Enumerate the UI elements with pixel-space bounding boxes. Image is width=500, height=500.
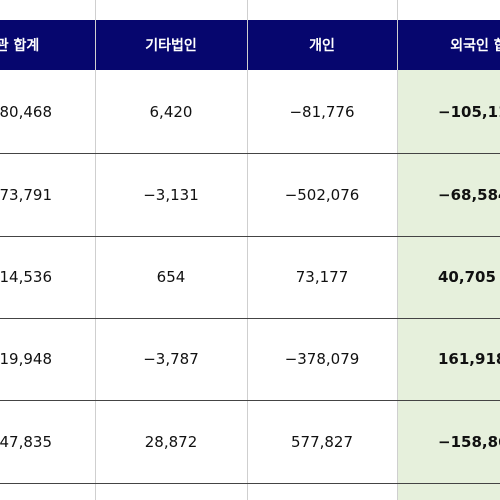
column-line [397, 0, 398, 500]
row-line [0, 318, 500, 319]
table-cell: 577,827 [290, 432, 354, 451]
green-bg [398, 484, 500, 500]
table-cell: −502,076 [284, 185, 360, 204]
table-cell: 73,177 [295, 268, 349, 286]
table-cell: −3,787 [143, 350, 199, 368]
column-line [247, 0, 248, 500]
table-cell: 28,872 [144, 432, 198, 451]
row-line [0, 153, 500, 154]
table-cell: 19,948 [0, 350, 52, 368]
table-cell: 114,536 [0, 268, 52, 286]
table-cell: 80,468 [0, 102, 52, 121]
header-cell: 개인 [247, 20, 397, 70]
table-cell: 40,705 [438, 236, 500, 318]
table-cell: −378,079 [284, 350, 360, 368]
table-cell: −158,86 [438, 400, 500, 483]
table-cell: 447,835 [0, 432, 52, 451]
table-cell: −105,11 [438, 70, 500, 153]
table-cell: 73,791 [0, 185, 52, 204]
header-cell: 관 합계 [0, 20, 95, 70]
row-line [0, 400, 500, 401]
table-cell: 6,420 [149, 102, 193, 121]
table-cell: −68,584 [438, 153, 500, 236]
header-cell: 외국인 합 [397, 20, 500, 70]
column-line [95, 0, 96, 500]
header-cell: 기타법인 [95, 20, 247, 70]
row-line [0, 236, 500, 237]
row-line [0, 483, 500, 484]
table-cell: −3,131 [143, 185, 199, 204]
table-cell: 654 [156, 268, 186, 286]
table-cell: −81,776 [289, 102, 355, 121]
table-cell: 161,918 [438, 318, 500, 400]
